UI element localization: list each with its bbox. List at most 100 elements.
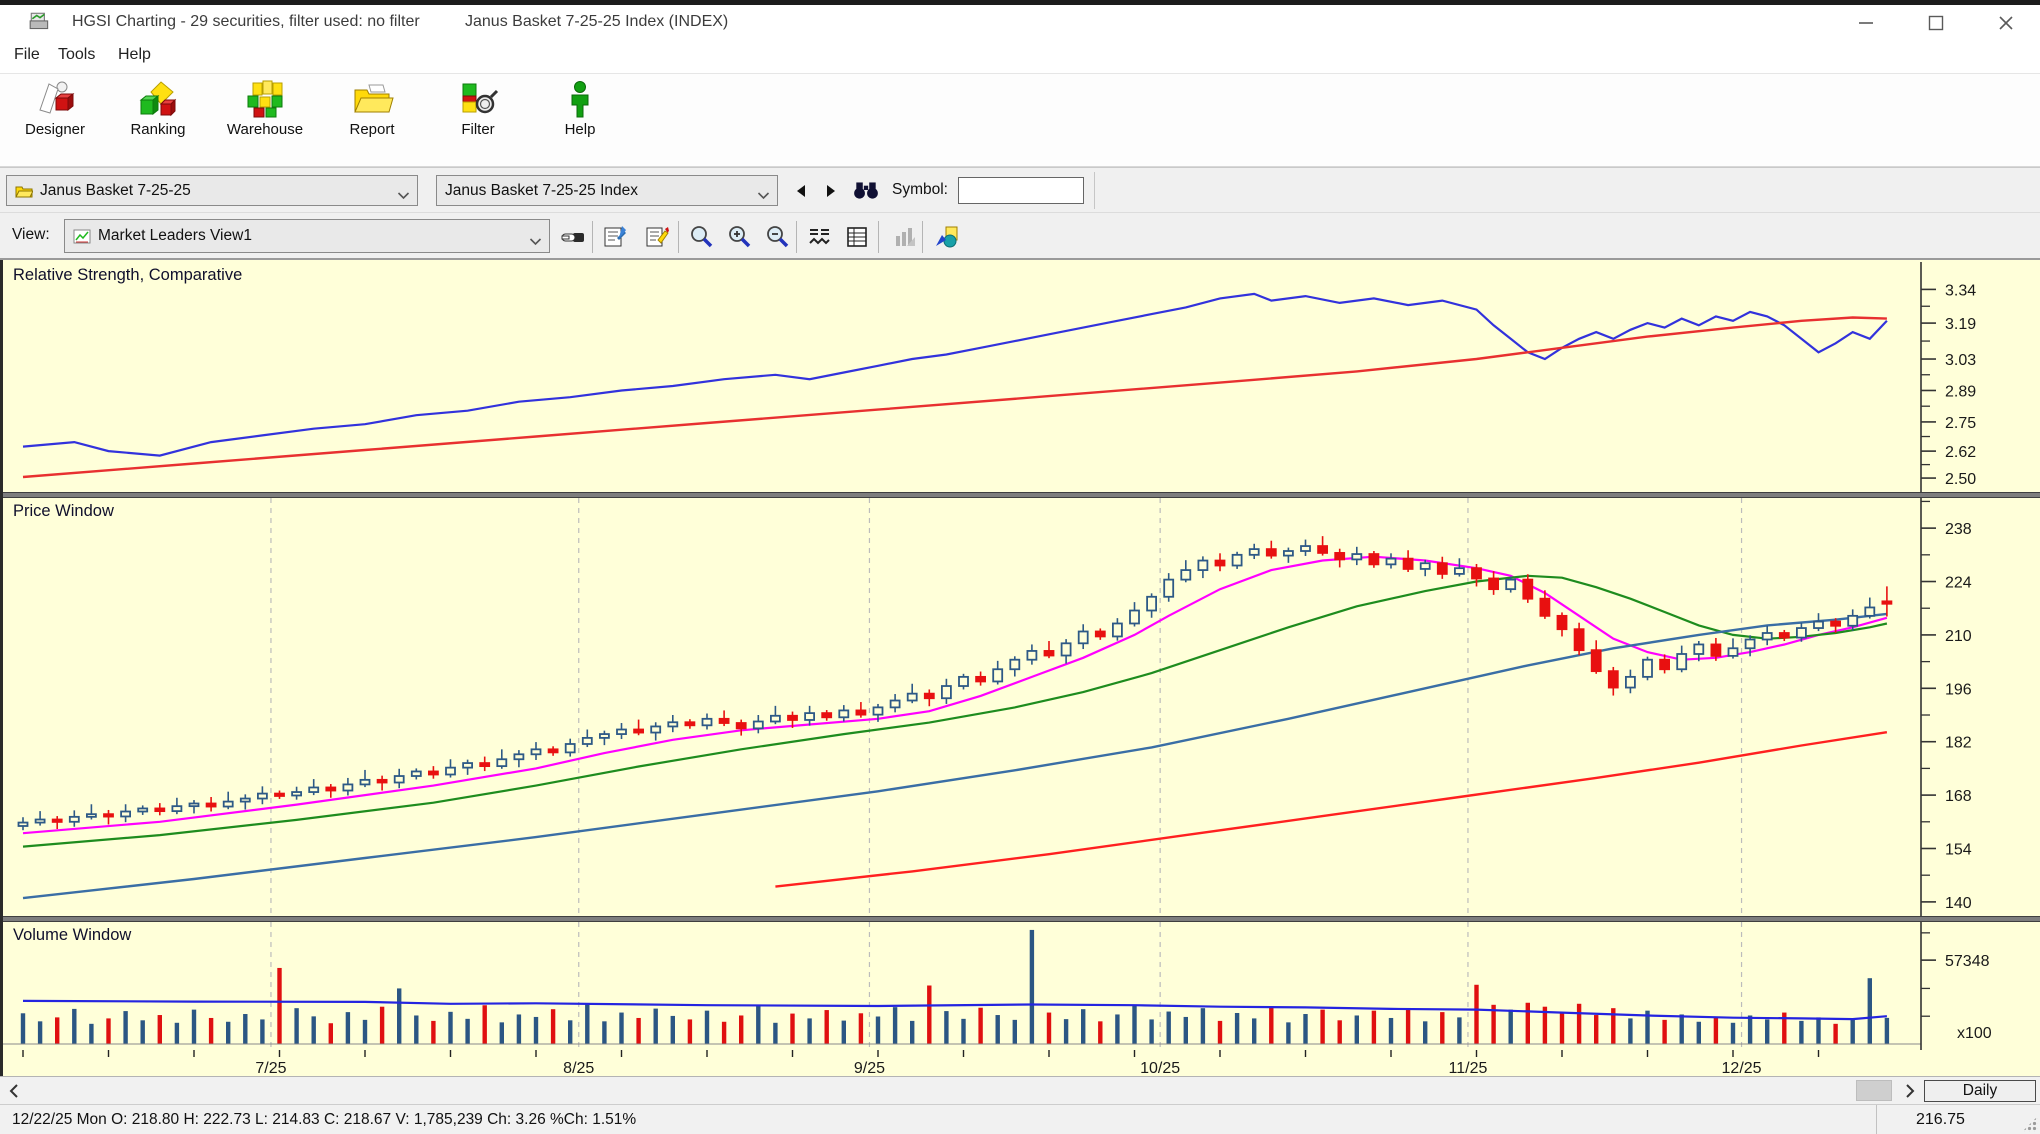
price-panel-title: Price Window <box>13 502 114 520</box>
separator <box>878 221 879 253</box>
document-title: Janus Basket 7-25-25 Index (INDEX) <box>465 13 729 30</box>
warehouse-button[interactable]: Warehouse <box>215 80 315 138</box>
svg-text:57348: 57348 <box>1945 953 1990 970</box>
separator <box>678 221 679 253</box>
chevron-left-icon <box>9 1084 18 1098</box>
menu-tools[interactable]: Tools <box>58 46 96 63</box>
svg-text:154: 154 <box>1945 841 1972 858</box>
title-bar: HGSI Charting - 29 securities, filter us… <box>0 5 2040 40</box>
panel-splitter[interactable] <box>3 492 2040 498</box>
chart-area: Relative Strength, Comparative 3.34 3.19 3… <box>0 260 2040 1076</box>
folder-icon <box>15 186 33 197</box>
menu-file[interactable]: File <box>14 46 40 63</box>
menu-help[interactable]: Help <box>118 46 151 63</box>
pointer-mode-button[interactable] <box>556 222 590 252</box>
data-table-button[interactable] <box>840 222 874 252</box>
ranking-icon <box>139 81 177 117</box>
svg-text:2.62: 2.62 <box>1945 444 1976 461</box>
context-help-button[interactable] <box>930 222 964 252</box>
separator <box>922 221 923 253</box>
chevron-right-icon <box>1906 1084 1915 1098</box>
indicators-button[interactable] <box>802 222 836 252</box>
designer-button[interactable]: Designer <box>5 80 105 138</box>
symbol-input[interactable] <box>958 177 1084 204</box>
view-label: View: <box>12 226 50 243</box>
svg-text:224: 224 <box>1945 575 1972 592</box>
resize-grip[interactable] <box>2022 1116 2038 1132</box>
security-dropdown[interactable]: Janus Basket 7-25-25 Index <box>436 175 778 206</box>
pointer-hand-icon <box>561 233 584 242</box>
filter-label: Filter <box>461 121 495 138</box>
go-help-icon <box>936 226 958 248</box>
last-price-value: 216.75 <box>1916 1111 1965 1128</box>
zoom-out-button[interactable] <box>760 222 794 252</box>
close-button[interactable] <box>1986 9 2026 37</box>
view-toolbar: View: Market Leaders View1 <box>0 212 2040 260</box>
next-security-button[interactable] <box>820 181 842 201</box>
window-title: HGSI Charting - 29 securities, filter us… <box>72 13 420 30</box>
scrollbar-thumb[interactable] <box>1856 1080 1892 1101</box>
svg-text:2.50: 2.50 <box>1945 471 1976 488</box>
svg-text:12/25: 12/25 <box>1722 1060 1762 1076</box>
svg-text:10/25: 10/25 <box>1140 1060 1180 1076</box>
left-arrow-icon <box>797 185 805 197</box>
find-symbol-button[interactable] <box>852 180 880 205</box>
minimize-icon <box>1859 22 1873 24</box>
ranking-button[interactable]: Ranking <box>108 80 208 138</box>
svg-text:9/25: 9/25 <box>854 1060 885 1076</box>
filter-icon <box>462 83 499 114</box>
scroll-left-button[interactable] <box>4 1082 24 1100</box>
designer-label: Designer <box>24 121 86 138</box>
maximize-button[interactable] <box>1916 9 1956 37</box>
periodicity-button[interactable]: Daily <box>1924 1080 2036 1102</box>
volume-chart[interactable]: 57348 x100 <box>3 922 2040 1050</box>
separator <box>796 221 797 253</box>
designer-icon <box>39 81 75 114</box>
chart-mini-icon <box>73 229 91 243</box>
help-button[interactable]: Help <box>530 80 630 138</box>
panel-splitter[interactable] <box>3 916 2040 922</box>
edit-view-button[interactable] <box>640 222 674 252</box>
horizontal-scrollbar[interactable]: Daily <box>0 1076 2040 1104</box>
view-dropdown-value: Market Leaders View1 <box>98 227 252 244</box>
relative-strength-chart[interactable]: 3.34 3.19 3.03 2.89 2.75 2.62 2.50 <box>3 262 2040 492</box>
chart-view-button-disabled <box>888 222 922 252</box>
scroll-right-button[interactable] <box>1900 1082 1920 1100</box>
help-icon <box>571 81 589 118</box>
quote-status-text: 12/22/25 Mon O: 218.80 H: 222.73 L: 214.… <box>12 1111 637 1128</box>
minimize-button[interactable] <box>1846 9 1886 37</box>
basket-dropdown-value: Janus Basket 7-25-25 <box>40 181 191 199</box>
help-label: Help <box>564 121 596 138</box>
chart-properties-button[interactable] <box>598 222 632 252</box>
separator <box>1094 172 1095 209</box>
app-icon <box>28 10 52 39</box>
binoculars-icon <box>854 182 878 199</box>
zoom-in-button[interactable] <box>722 222 756 252</box>
chevron-down-icon <box>757 187 770 205</box>
price-chart[interactable]: 238 224 210 196 182 168 154 140 <box>3 498 2040 916</box>
zoom-tool-button[interactable] <box>684 222 718 252</box>
report-icon <box>354 84 394 113</box>
indicator-lines-icon <box>809 229 830 245</box>
magnifier-icon <box>691 226 713 248</box>
svg-text:3.03: 3.03 <box>1945 352 1976 369</box>
separator <box>1876 1105 1877 1134</box>
svg-text:8/25: 8/25 <box>563 1060 594 1076</box>
filter-button[interactable]: Filter <box>428 80 528 138</box>
svg-text:x100: x100 <box>1957 1025 1992 1042</box>
status-bar: 12/22/25 Mon O: 218.80 H: 222.73 L: 214.… <box>0 1104 2040 1134</box>
svg-text:3.19: 3.19 <box>1945 316 1976 333</box>
view-dropdown[interactable]: Market Leaders View1 <box>64 219 550 253</box>
menu-bar: File Tools Help <box>0 40 2040 73</box>
svg-text:238: 238 <box>1945 521 1972 538</box>
svg-text:7/25: 7/25 <box>255 1060 286 1076</box>
close-icon <box>1999 16 2013 30</box>
basket-dropdown[interactable]: Janus Basket 7-25-25 <box>6 175 418 206</box>
previous-security-button[interactable] <box>790 181 812 201</box>
svg-text:11/25: 11/25 <box>1449 1060 1488 1076</box>
chevron-down-icon <box>529 233 542 251</box>
report-button[interactable]: Report <box>322 80 422 138</box>
date-axis: 7/25 8/25 9/25 10/25 11/25 12/25 <box>22 1050 1820 1076</box>
relative-strength-panel-title: Relative Strength, Comparative <box>13 266 243 284</box>
